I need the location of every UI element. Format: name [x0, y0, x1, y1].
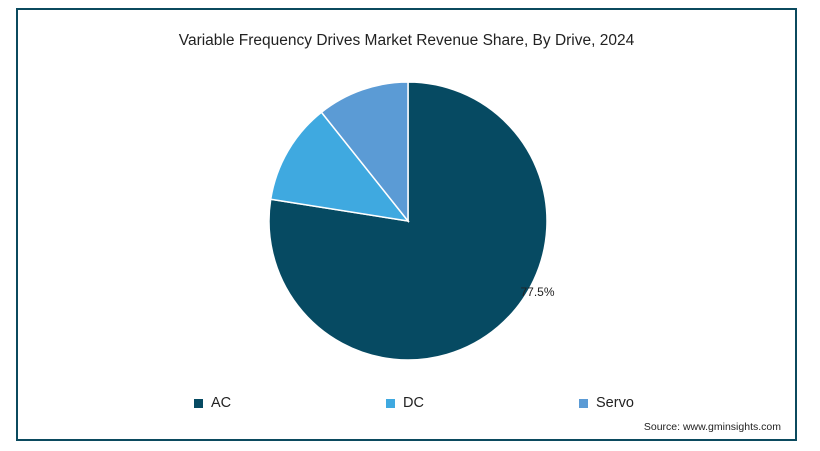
legend-label-dc: DC	[403, 395, 424, 411]
legend-swatch-dc	[386, 398, 395, 408]
chart-frame: Variable Frequency Drives Market Revenue…	[16, 8, 797, 441]
pie-slice-ac	[268, 81, 548, 361]
legend-item-dc: DC	[386, 395, 424, 411]
legend-swatch-servo	[579, 398, 588, 408]
chart-title: Variable Frequency Drives Market Revenue…	[178, 32, 635, 49]
legend-item-ac: AC	[194, 395, 231, 411]
pie-slice-dc	[269, 111, 410, 223]
data-label-ac: 77.5%	[520, 285, 554, 299]
pie-chart: 77.5%	[268, 81, 555, 361]
legend-item-servo: Servo	[579, 395, 634, 411]
legend-swatch-ac	[194, 398, 203, 408]
legend: AC DC Servo	[18, 395, 795, 415]
legend-label-ac: AC	[211, 395, 232, 411]
legend-label-servo: Servo	[596, 395, 634, 411]
pie-slice-servo	[320, 81, 409, 224]
source-note: Source: www.gminsights.com	[643, 421, 781, 433]
